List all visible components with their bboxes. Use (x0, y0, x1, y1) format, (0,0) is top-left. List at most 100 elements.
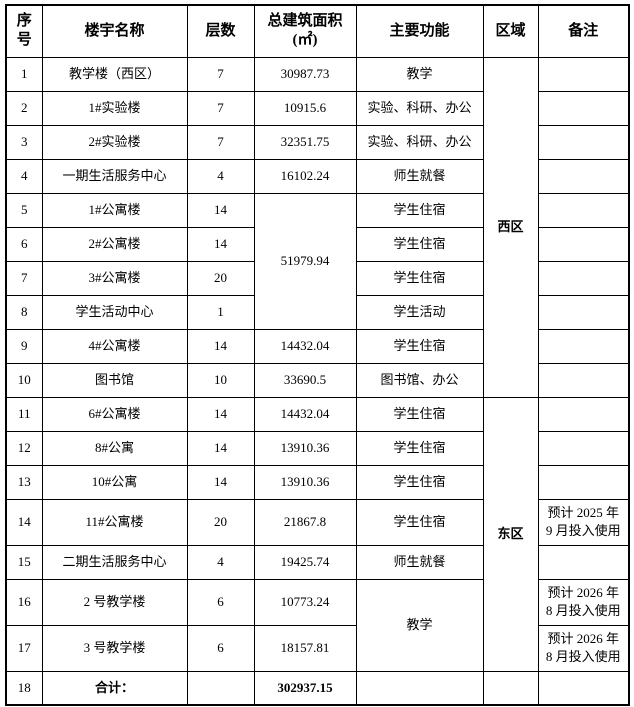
table-row: 9 4#公寓楼 14 14432.04 学生住宿 (5, 328, 630, 364)
cell-name: 合计： (41, 670, 188, 706)
header-row: 序号 楼宇名称 层数 总建筑面积 (㎡) 主要功能 区域 (5, 4, 630, 58)
cell-name: 教学楼（西区） (41, 56, 188, 92)
col-header-floors-label: 层数 (205, 22, 236, 39)
cell-area: 51979.94 (253, 192, 357, 330)
table-row: 5 1#公寓楼 14 51979.94 学生住宿 (5, 192, 630, 330)
cell-floors: 10 (186, 362, 255, 398)
table-row: 11 6#公寓楼 14 14432.04 学生住宿 东区 (5, 396, 630, 672)
cell-index: 13 (5, 464, 43, 500)
cell-index: 6 (5, 226, 43, 262)
remark-line: 8 月投入使用 (545, 649, 621, 664)
cell-name: 二期生活服务中心 (41, 544, 188, 580)
cell-function: 学生住宿 (355, 396, 484, 432)
cell-remark: 预计 2026 年 8 月投入使用 (537, 578, 630, 626)
table-row: 7 3#公寓楼 20 学生住宿 (5, 260, 630, 296)
cell-index: 18 (5, 670, 43, 706)
cell-name: 1#公寓楼 (41, 192, 188, 228)
cell-function: 学生住宿 (355, 430, 484, 466)
cell-index: 9 (5, 328, 43, 364)
cell-region: 西区 (482, 56, 539, 398)
cell-index: 2 (5, 90, 43, 126)
table-row: 13 10#公寓 14 13910.36 学生住宿 (5, 464, 630, 500)
col-header-function: 主要功能 (355, 4, 484, 58)
cell-remark (537, 90, 630, 126)
cell-function: 学生住宿 (355, 498, 484, 546)
cell-floors: 6 (186, 624, 255, 672)
cell-area: 32351.75 (253, 124, 357, 160)
cell-floors: 14 (186, 464, 255, 500)
cell-remark (537, 396, 630, 432)
cell-area: 21867.8 (253, 498, 357, 546)
cell-name: 学生活动中心 (41, 294, 188, 330)
cell-floors: 7 (186, 90, 255, 126)
remark-line: 9 月投入使用 (545, 523, 621, 538)
cell-remark (537, 260, 630, 296)
col-header-area: 总建筑面积 (㎡) (253, 4, 357, 58)
col-header-area-label: 总建筑面积 (267, 12, 343, 29)
cell-remark (537, 362, 630, 398)
col-header-name: 楼宇名称 (41, 4, 188, 58)
remark-line: 8 月投入使用 (545, 603, 621, 618)
cell-function: 图书馆、办公 (355, 362, 484, 398)
cell-name: 10#公寓 (41, 464, 188, 500)
buildings-table: 序号 楼宇名称 层数 总建筑面积 (㎡) 主要功能 区域 (5, 4, 630, 706)
cell-name: 图书馆 (41, 362, 188, 398)
cell-function: 教学 (355, 56, 484, 92)
col-header-region-label: 区域 (495, 22, 526, 39)
cell-floors: 14 (186, 430, 255, 466)
cell-index: 17 (5, 624, 43, 672)
cell-name: 3#公寓楼 (41, 260, 188, 296)
cell-name: 2 号教学楼 (41, 578, 188, 626)
table-row: 4 一期生活服务中心 4 16102.24 师生就餐 (5, 158, 630, 194)
cell-name: 11#公寓楼 (41, 498, 188, 546)
cell-function: 师生就餐 (355, 158, 484, 194)
cell-index: 3 (5, 124, 43, 160)
cell-name: 一期生活服务中心 (41, 158, 188, 194)
col-header-floors: 层数 (186, 4, 255, 58)
cell-area: 33690.5 (253, 362, 357, 398)
cell-index: 14 (5, 498, 43, 546)
cell-index: 12 (5, 430, 43, 466)
cell-index: 8 (5, 294, 43, 330)
table-row: 3 2#实验楼 7 32351.75 实验、科研、办公 (5, 124, 630, 160)
cell-floors: 20 (186, 498, 255, 546)
table-row: 12 8#公寓 14 13910.36 学生住宿 (5, 430, 630, 466)
cell-remark (537, 294, 630, 330)
cell-index: 1 (5, 56, 43, 92)
cell-function: 实验、科研、办公 (355, 124, 484, 160)
cell-index: 5 (5, 192, 43, 228)
cell-remark (537, 56, 630, 92)
table-row: 15 二期生活服务中心 4 19425.74 师生就餐 (5, 544, 630, 580)
cell-floors: 7 (186, 124, 255, 160)
cell-remark (537, 430, 630, 466)
cell-function: 教学 (355, 578, 484, 672)
col-header-index: 序号 (5, 4, 43, 58)
cell-remark: 预计 2025 年 9 月投入使用 (537, 498, 630, 546)
table-row: 18 合计： 302937.15 (5, 670, 630, 706)
cell-region: 东区 (482, 396, 539, 672)
cell-floors: 14 (186, 226, 255, 262)
cell-area: 10773.24 (253, 578, 357, 626)
cell-function: 师生就餐 (355, 544, 484, 580)
cell-area: 16102.24 (253, 158, 357, 194)
cell-function: 学生住宿 (355, 226, 484, 262)
cell-function (355, 670, 484, 706)
table-row: 1 教学楼（西区） 7 30987.73 教学 西区 (5, 56, 630, 398)
cell-name: 6#公寓楼 (41, 396, 188, 432)
cell-area: 13910.36 (253, 464, 357, 500)
col-header-function-label: 主要功能 (389, 22, 450, 39)
cell-remark: 预计 2026 年 8 月投入使用 (537, 624, 630, 672)
cell-index: 11 (5, 396, 43, 432)
cell-floors: 7 (186, 56, 255, 92)
cell-floors: 14 (186, 328, 255, 364)
cell-floors: 14 (186, 396, 255, 432)
cell-function: 实验、科研、办公 (355, 90, 484, 126)
cell-area: 18157.81 (253, 624, 357, 672)
table-row: 14 11#公寓楼 20 21867.8 学生住宿 预计 2025 年 9 月投入使用 (5, 498, 630, 546)
cell-name: 2#实验楼 (41, 124, 188, 160)
cell-area: 30987.73 (253, 56, 357, 92)
cell-floors: 4 (186, 158, 255, 194)
cell-index: 10 (5, 362, 43, 398)
